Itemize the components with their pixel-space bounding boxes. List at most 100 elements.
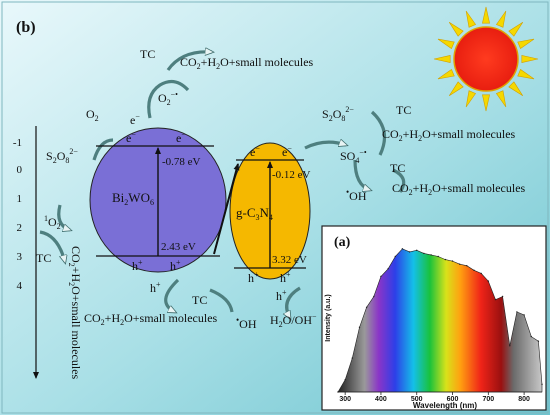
sun-ray <box>448 81 464 97</box>
electron-label-top: e− <box>130 112 140 127</box>
spectrum-point <box>516 311 518 313</box>
tc-label-right-1: TC <box>396 103 411 117</box>
spectrum-point <box>451 260 454 262</box>
bi2wo6-hole-1: h+ <box>132 258 143 273</box>
tc-label-left: TC <box>36 251 51 265</box>
spectrum-xlabel: Wavelength (nm) <box>413 401 477 410</box>
superoxide-label: O2−• <box>158 90 178 107</box>
hydroxyl-label-right: •OH <box>346 187 367 203</box>
bi2wo6-cb-potential: -0.78 eV <box>162 156 201 168</box>
singlet-oxygen-label: 1O2 <box>44 214 61 231</box>
spectrum-ylabel: Intensity (a.u.) <box>325 294 332 341</box>
o2-label: O2 <box>86 107 99 123</box>
arrow-persulfate-in <box>92 138 114 161</box>
sun-ray <box>465 90 477 108</box>
spectrum-x-tick-label: 800 <box>518 396 530 403</box>
tick-label-3: 3 <box>17 251 23 263</box>
arrow-hole-products <box>209 288 234 313</box>
sun-ray <box>517 68 535 80</box>
tick-label-4: 4 <box>17 280 23 292</box>
spectrum-x-tick-label: 700 <box>482 396 494 403</box>
gc3n4-formula: g-C3N4 <box>236 205 273 222</box>
spectrum-point <box>344 379 346 381</box>
water-label: H2O/OH− <box>270 312 317 329</box>
spectrum-point <box>430 254 432 256</box>
sun-ray <box>448 21 464 37</box>
bi2wo6-vb-potential: 2.43 eV <box>161 241 196 253</box>
panel-b-label: (b) <box>16 19 36 36</box>
sun-ray <box>495 90 507 108</box>
tick-label-0: 0 <box>17 164 23 176</box>
spectrum-point <box>530 335 532 338</box>
sun-ray <box>495 10 507 28</box>
products-right-1: CO2+H2O+small molecules <box>382 127 516 143</box>
arrow-superoxide-tc <box>166 52 212 71</box>
gc3n4-hole-2: h+ <box>280 270 291 285</box>
spectrum-point <box>459 263 461 265</box>
arrow-hole-tc <box>164 278 180 314</box>
spectrum-point <box>387 268 389 270</box>
spectrum-point <box>401 248 404 250</box>
sun-ray <box>437 68 455 80</box>
solar-spectrum-inset: (a) 300 400 500 600 700 800 Wavelength (nm) I… <box>321 225 547 411</box>
spectrum-x-tick-label: 500 <box>411 396 423 403</box>
spectrum-point <box>394 255 396 258</box>
tick-label-minus1: -1 <box>13 137 22 149</box>
spectrum-point <box>351 357 353 359</box>
spectrum-point <box>423 252 425 255</box>
z-scheme-transfer-arrow <box>213 163 240 255</box>
gc3n4-vb-potential: 3.32 eV <box>272 254 307 266</box>
arrow-hydroxyl-tc <box>392 168 406 193</box>
spectrum-point <box>494 298 497 301</box>
spectrum-point <box>501 295 504 298</box>
products-top: CO2+H2O+small molecules <box>180 55 314 71</box>
tc-label-bottom: TC <box>192 293 207 307</box>
spectrum-point <box>373 295 375 298</box>
gc3n4-hole-1: h+ <box>248 270 259 285</box>
spectrum-point <box>444 258 447 261</box>
spectrum-point <box>380 275 382 278</box>
arrow-sulfate-hydroxyl <box>353 159 370 190</box>
spectrum-point <box>466 265 468 267</box>
sun-ray <box>465 10 477 28</box>
spectrum-point <box>541 383 543 385</box>
spectrum-area <box>337 248 543 393</box>
spectrum-x-tick-label: 600 <box>447 396 459 403</box>
reaction-arrows <box>39 52 406 318</box>
arrow-sulfate-tc <box>370 110 387 156</box>
tick-label-1: 1 <box>17 193 23 205</box>
arrow-persulfate-activation <box>304 142 346 150</box>
sun-ray <box>517 38 535 50</box>
products-vertical: CO2+H2O+small molecules <box>67 246 83 380</box>
tc-label-top: TC <box>140 47 155 61</box>
spectrum-point <box>509 345 511 347</box>
potential-axis: -1 0 1 2 3 4 <box>13 126 39 379</box>
persulfate-label-right: S2O82− <box>322 105 354 123</box>
sun-ray <box>508 81 524 97</box>
spectrum-point <box>487 280 489 282</box>
arrow-singlet-oxygen <box>57 204 70 230</box>
spectrum-x-tick-label: 300 <box>339 396 351 403</box>
spectrum-point <box>408 251 411 253</box>
arrow-singlet-tc <box>39 230 65 262</box>
spectrum-point <box>480 272 482 275</box>
spectrum-point <box>473 269 475 271</box>
hole-label-gc3n4: h+ <box>276 288 287 303</box>
spectrum-plot-area: 300 400 500 600 700 800 <box>337 248 543 403</box>
hole-label-bottom: h+ <box>150 280 161 295</box>
spectrum-point <box>437 255 439 258</box>
tick-label-2: 2 <box>17 222 23 234</box>
spectrum-point <box>365 306 368 308</box>
spectrum-point <box>358 326 361 328</box>
bi2wo6-semiconductor: e− e− -0.78 eV Bi2WO6 2.43 eV h+ h+ <box>89 127 227 273</box>
sun-ray <box>521 55 539 63</box>
gc3n4-electron-2: e− <box>282 144 292 159</box>
bi2wo6-electron-2: e− <box>176 130 186 145</box>
spectrum-point <box>523 314 525 316</box>
sun-ray <box>482 94 490 112</box>
bi2wo6-electron-1: e− <box>126 130 136 145</box>
gc3n4-electron-1: e− <box>250 144 260 159</box>
hydroxyl-label-bottom: •OH <box>236 315 257 331</box>
